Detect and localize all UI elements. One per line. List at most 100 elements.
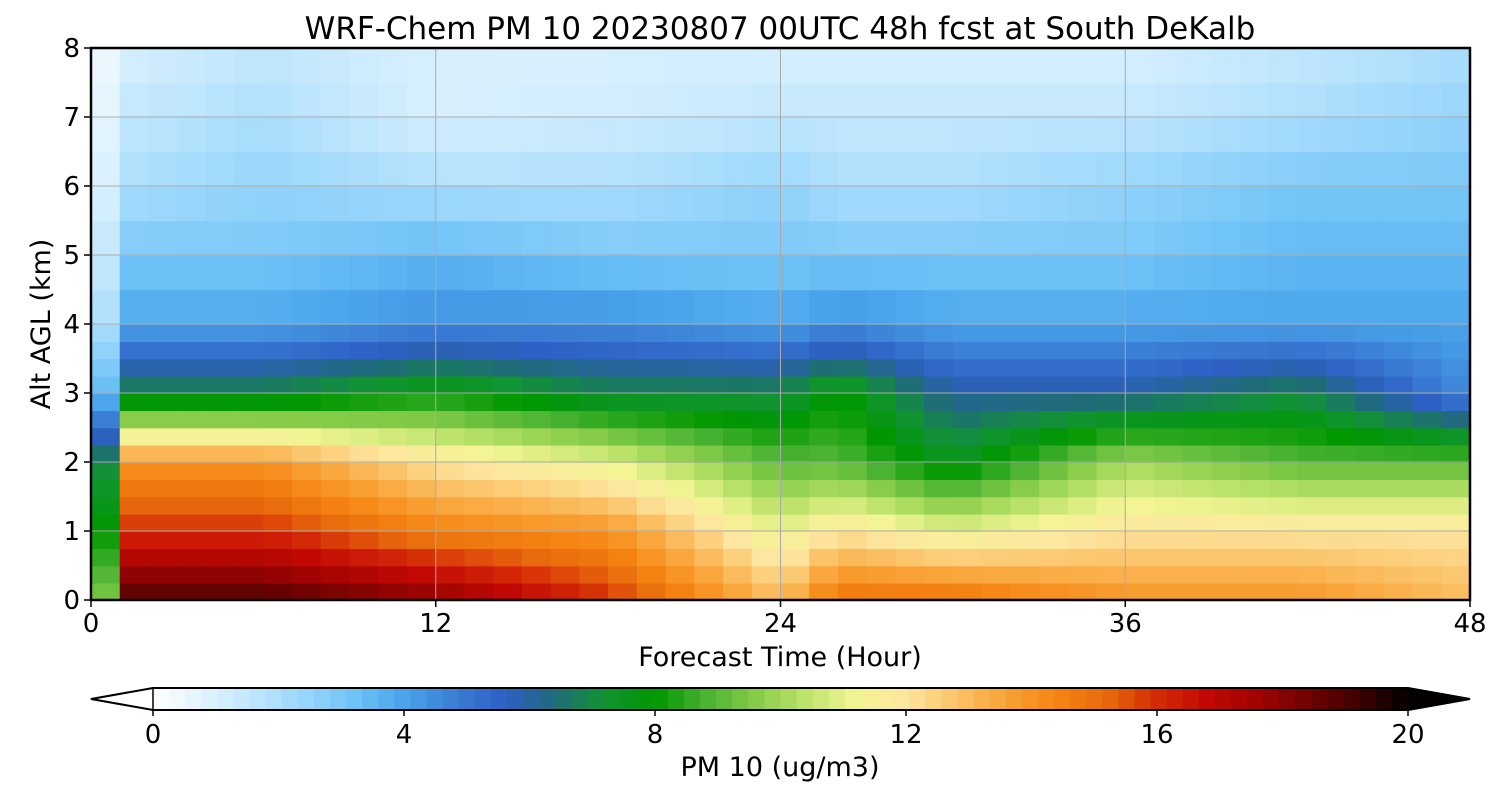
heatmap-cell [837,117,868,153]
heatmap-cell [1268,82,1299,118]
heatmap-cell [205,513,236,532]
heatmap-cell [1412,375,1443,394]
heatmap-cell [1153,582,1184,600]
heatmap-cell [205,48,236,84]
heatmap-cell [1182,117,1213,153]
heatmap-cell [1211,255,1241,291]
heatmap-cell [866,462,897,481]
heatmap-cell [1240,255,1270,291]
heatmap-cell [608,427,638,446]
heatmap-cell [1182,582,1213,600]
colorbar-swatch [1086,688,1103,710]
heatmap-cell [723,341,753,360]
heatmap-cell [1297,410,1328,429]
heatmap-cell [205,255,236,291]
heatmap-cell [407,582,437,600]
heatmap-cell [1010,565,1040,584]
heatmap-cell [1010,410,1040,429]
heatmap-cell [263,117,293,153]
heatmap-cell [234,255,265,291]
heatmap-cell [320,151,351,187]
colorbar-swatch [1279,688,1296,710]
heatmap-cell [636,82,667,118]
heatmap-cell [407,548,437,567]
heatmap-cell [866,531,897,550]
heatmap-cell [1125,324,1155,343]
heatmap-cell [1412,255,1443,291]
heatmap-cell [292,427,322,446]
heatmap-cell [91,255,121,291]
heatmap-cell [1153,427,1184,446]
heatmap-cell [1039,410,1069,429]
heatmap-cell [1010,531,1040,550]
heatmap-cell [493,375,523,394]
heatmap-cell [723,582,753,600]
heatmap-cell [837,444,868,463]
heatmap-cell [1153,496,1184,515]
heatmap-cell [1383,255,1414,291]
heatmap-cell [1297,548,1328,567]
heatmap-cell [493,427,523,446]
colorbar-swatch [860,688,878,710]
heatmap-cell [292,358,322,377]
heatmap-cell [1326,410,1356,429]
heatmap-cell [1182,393,1213,412]
heatmap-cell [579,358,609,377]
heatmap-cell [636,393,667,412]
heatmap-cell [263,393,293,412]
heatmap-cell [493,48,523,84]
heatmap-cell [349,548,380,567]
colorbar-swatch [973,688,991,710]
heatmap-cell [119,289,150,325]
heatmap-cell [119,513,150,532]
heatmap-cell [1326,220,1356,256]
heatmap-cell [1412,324,1443,343]
heatmap-cell [809,479,839,498]
heatmap-cell [119,375,150,394]
heatmap-cell [292,582,322,600]
heatmap-cell [924,513,954,532]
heatmap-cell [837,531,868,550]
heatmap-cell [1067,375,1098,394]
heatmap-cell [837,462,868,481]
colorbar-swatch [490,688,508,710]
heatmap-cell [636,255,667,291]
heatmap-cell [809,375,839,394]
heatmap-cell [407,479,437,498]
heatmap-cell [1067,341,1098,360]
heatmap-cell [292,479,322,498]
heatmap-cell [608,255,638,291]
heatmap-cell [320,548,351,567]
heatmap-cell [1412,151,1443,187]
heatmap-cell [1297,186,1328,222]
heatmap-cell [1039,479,1069,498]
colorbar-tick-label: 12 [889,720,922,750]
heatmap-cell [723,48,753,84]
heatmap-cell [407,393,437,412]
heatmap-cell [866,513,897,532]
heatmap-cell [292,444,322,463]
heatmap-cell [1010,375,1040,394]
heatmap-cell [1039,255,1069,291]
heatmap-cell [378,82,408,118]
heatmap-cell [1039,513,1069,532]
heatmap-cell [493,565,523,584]
heatmap-cell [521,531,552,550]
heatmap-cell [349,513,380,532]
heatmap-cell [435,462,466,481]
heatmap-cell [435,496,466,515]
heatmap-cell [608,444,638,463]
heatmap-cell [263,582,293,600]
heatmap-cell [751,393,782,412]
heatmap-cell [407,186,437,222]
heatmap-cell [493,513,523,532]
heatmap-cell [407,324,437,343]
heatmap-cell [320,186,351,222]
heatmap-cell [952,479,983,498]
heatmap-cell [837,548,868,567]
y-tick-label: 8 [63,34,80,64]
heatmap-cell [837,375,868,394]
heatmap-cell [435,375,466,394]
heatmap-cell [1182,479,1213,498]
heatmap-cell [1182,410,1213,429]
